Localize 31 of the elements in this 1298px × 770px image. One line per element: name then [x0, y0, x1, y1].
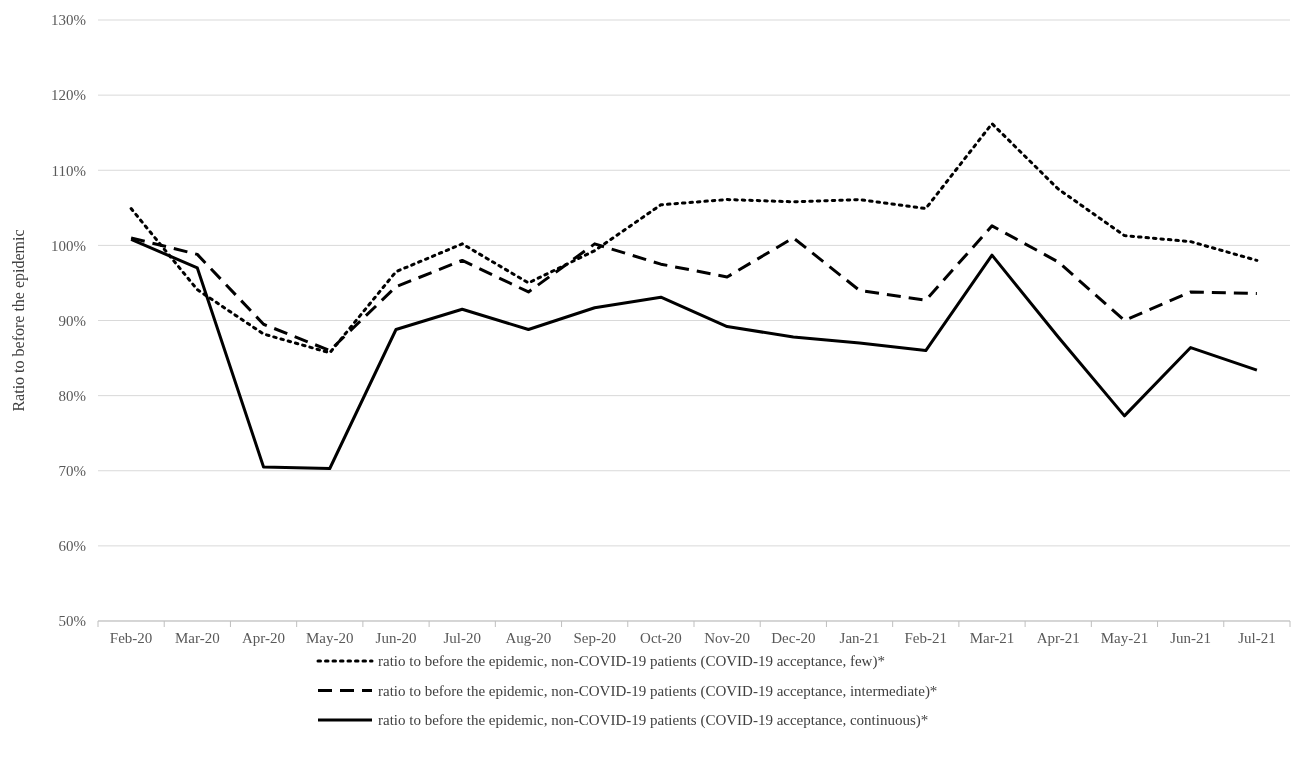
legend-label: ratio to before the epidemic, non-COVID-19 patients (COVID-19 acceptance, continuous)*: [378, 712, 929, 730]
legend-label: ratio to before the epidemic, non-COVID-19 patients (COVID-19 acceptance, few)*: [378, 653, 885, 671]
x-tick-label: Jun-20: [375, 630, 417, 646]
x-tick-label: May-20: [306, 630, 354, 646]
y-tick-label: 100%: [51, 237, 86, 254]
y-tick-label: 130%: [51, 12, 86, 29]
y-tick-label: 60%: [58, 538, 86, 555]
x-tick-label: Nov-20: [704, 630, 751, 646]
y-tick-label: 110%: [51, 162, 86, 179]
x-tick-label: Jun-21: [1170, 630, 1212, 646]
x-tick-label: Feb-20: [109, 630, 153, 646]
x-tick-label: Feb-21: [904, 630, 948, 646]
x-tick-label: Sep-20: [573, 630, 616, 646]
x-tick-label: Jul-20: [443, 630, 481, 646]
x-tick-label: Jan-21: [839, 630, 880, 646]
x-tick-label: Apr-20: [242, 630, 286, 646]
x-tick-label: Mar-20: [174, 630, 220, 646]
x-tick-label: Aug-20: [505, 630, 552, 646]
x-tick-label: Apr-21: [1036, 630, 1080, 646]
x-tick-label: Mar-21: [969, 630, 1015, 646]
x-tick-label: Jul-21: [1238, 630, 1276, 646]
x-tick-label: Oct-20: [640, 630, 682, 646]
legend-label: ratio to before the epidemic, non-COVID-19 patients (COVID-19 acceptance, intermediate)*: [378, 682, 938, 700]
y-tick-label: 90%: [58, 312, 86, 329]
y-tick-label: 120%: [51, 87, 86, 104]
y-axis-title: Ratio to before the epidemic: [10, 229, 28, 412]
y-tick-label: 80%: [58, 387, 86, 404]
y-tick-label: 70%: [58, 463, 86, 479]
x-tick-label: Dec-20: [771, 630, 816, 646]
y-tick-label: 50%: [58, 613, 86, 630]
x-tick-label: May-21: [1100, 630, 1149, 646]
